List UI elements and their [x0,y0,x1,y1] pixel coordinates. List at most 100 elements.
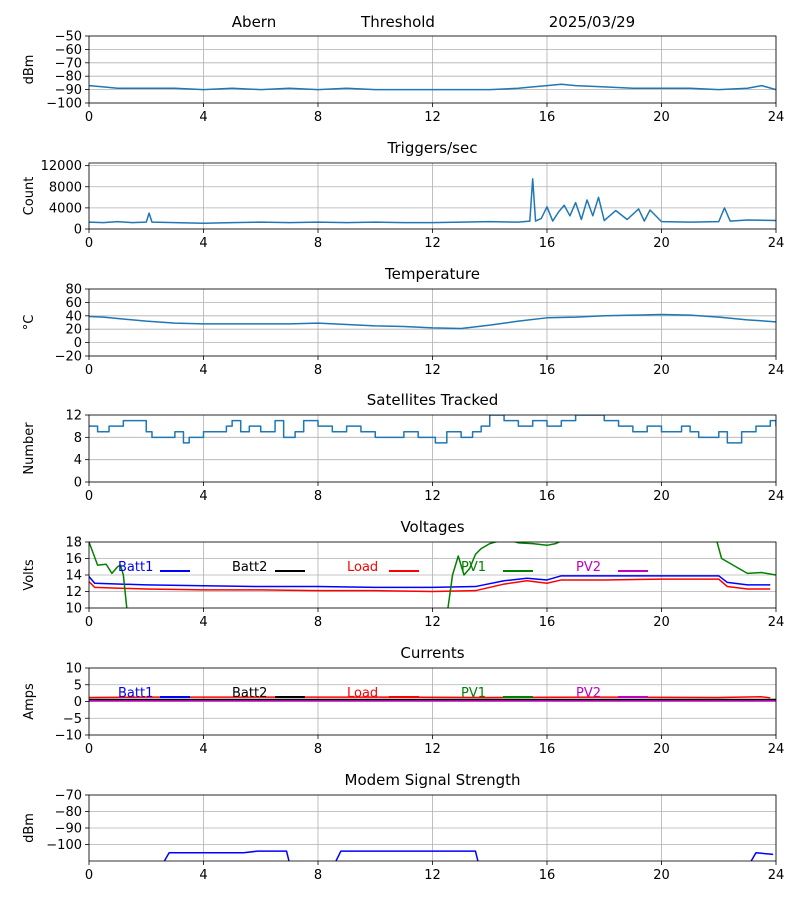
x-tick-label: 4 [199,236,207,251]
y-tick-label: 18 [65,536,82,551]
y-tick-label: −90 [55,83,82,98]
threshold-title: Threshold [360,13,435,31]
x-tick-label: 24 [768,489,785,504]
x-tick-label: 24 [768,363,785,378]
x-tick-label: 12 [424,868,441,883]
y-tick-label: 60 [65,296,82,311]
x-tick-label: 16 [539,110,556,125]
modem-series-1-line [335,850,479,861]
x-tick-label: 0 [85,742,93,757]
y-tick-label: 8000 [49,180,82,195]
x-tick-label: 12 [424,615,441,630]
y-tick-label: 5 [74,678,82,693]
y-tick-label: 0 [74,695,82,710]
modem-series-0-line [163,850,290,861]
y-tick-label: 0 [74,476,82,491]
y-tick-label: −100 [46,838,82,853]
threshold-series-0-line [89,83,776,91]
x-tick-label: 24 [768,615,785,630]
threshold-ylabel: dBm [22,55,37,85]
voltages-series-batt1-line [89,575,771,589]
x-tick-label: 12 [424,110,441,125]
y-tick-label: −90 [55,822,82,837]
currents-title: Currents [400,644,464,662]
x-tick-label: 16 [539,742,556,757]
x-tick-label: 24 [768,742,785,757]
x-tick-label: 0 [85,489,93,504]
y-tick-label: 8 [74,431,82,446]
x-tick-label: 20 [653,110,670,125]
y-tick-label: −20 [55,350,82,365]
currents-legend: Batt1 Batt2 Load PV1 PV2 [118,686,648,701]
y-tick-label: 40 [65,309,82,324]
voltages-series-load-line [89,578,771,593]
y-tick-label: 4 [74,453,82,468]
triggers-series-0-line [89,178,776,224]
x-tick-label: 0 [85,110,93,125]
station-name: Abern [232,13,276,31]
y-tick-label: 16 [65,552,82,567]
voltages-legend: Batt1 Batt2 Load PV1 PV2 [118,560,648,575]
x-tick-label: 20 [653,363,670,378]
x-tick-label: 12 [424,742,441,757]
legend-label-pv1: PV1 [461,686,486,701]
satellites-ylabel: Number [22,422,37,475]
x-tick-label: 4 [199,868,207,883]
currents-ylabel: Amps [22,683,37,720]
x-tick-label: 20 [653,615,670,630]
x-tick-label: 8 [314,615,322,630]
triggers-panel: 0 4 8 12 16 20 24 0 4000 8000 12000 Triggers/sec Cou… [22,139,784,251]
satellites-panel: 0 4 8 12 16 20 24 0 4 8 12 Satellites Tracked Number [22,391,784,504]
y-tick-label: 14 [65,569,82,584]
y-tick-label: 20 [65,323,82,338]
y-tick-label: 0 [74,336,82,351]
satellites-series-0-line [89,415,776,444]
x-tick-label: 4 [199,489,207,504]
y-tick-label: 4000 [49,201,82,216]
y-tick-label: −80 [55,805,82,820]
y-tick-label: 10 [65,602,82,617]
y-tick-label: 12000 [41,159,82,174]
x-tick-label: 24 [768,868,785,883]
x-tick-label: 4 [199,615,207,630]
x-tick-label: 16 [539,489,556,504]
satellites-title: Satellites Tracked [367,391,498,409]
x-tick-label: 12 [424,236,441,251]
x-tick-label: 16 [539,236,556,251]
x-tick-label: 16 [539,615,556,630]
voltages-series-pv1-line [89,542,776,608]
threshold-panel: 0 4 8 12 16 20 24 −50−60−70−80−90−100 dBm [22,30,784,126]
x-tick-label: 24 [768,236,785,251]
x-tick-label: 20 [653,489,670,504]
x-tick-label: 8 [314,742,322,757]
modem-title: Modem Signal Strength [345,771,521,789]
y-tick-label: 12 [65,585,82,600]
x-tick-label: 0 [85,363,93,378]
voltages-ylabel: Volts [22,559,37,591]
x-tick-label: 0 [85,615,93,630]
x-tick-label: 8 [314,363,322,378]
triggers-title: Triggers/sec [387,139,478,157]
y-tick-label: −70 [55,789,82,804]
x-tick-label: 8 [314,236,322,251]
x-tick-label: 16 [539,868,556,883]
triggers-ylabel: Count [22,177,37,216]
y-tick-label: −5 [63,712,82,727]
y-tick-label: −10 [55,729,82,744]
x-tick-label: 24 [768,110,785,125]
y-tick-label: 0 [74,223,82,238]
legend-label-load: Load [347,560,378,575]
voltages-title: Voltages [400,518,464,536]
x-tick-label: 20 [653,868,670,883]
legend-label-batt1: Batt1 [118,686,153,701]
x-tick-label: 12 [424,363,441,378]
x-tick-label: 16 [539,363,556,378]
y-tick-label: −80 [55,70,82,85]
x-tick-label: 8 [314,489,322,504]
legend-label-batt1: Batt1 [118,560,153,575]
x-tick-label: 20 [653,742,670,757]
x-tick-label: 0 [85,236,93,251]
